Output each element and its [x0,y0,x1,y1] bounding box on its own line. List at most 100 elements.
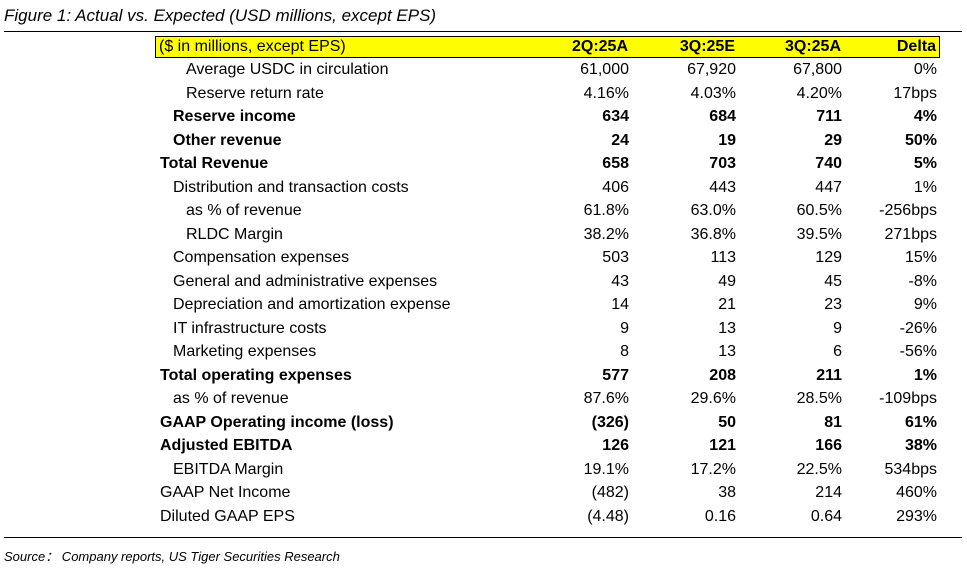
cell-2q25a: 8 [620,343,629,360]
cell-3q25e: 121 [709,437,736,454]
header-2q25a: 2Q:25A [571,38,628,55]
cell-3q25e: 4.03% [690,84,736,102]
cell-2q25a: 43 [611,272,629,290]
row-label: as % of revenue [173,390,289,407]
cell-3q25a: 166 [815,437,842,454]
cell-2q25a: 38.2% [583,225,629,243]
row-label: GAAP Net Income [160,484,291,501]
table-row: Diluted GAAP EPS (4.48) 0.16 0.64 293% [155,505,940,529]
cell-3q25a: 129 [815,249,842,266]
row-label: Reserve return rate [186,84,324,102]
cell-delta: 15% [904,249,937,266]
cell-2q25a: 634 [602,108,629,125]
row-label: RLDC Margin [186,225,283,243]
table-row: as % of revenue 61.8% 63.0% 60.5% -256bp… [155,199,940,223]
cell-3q25a: 0.64 [810,507,842,525]
cell-3q25a: 28.5% [796,390,842,407]
cell-2q25a: 4.16% [583,84,629,102]
cell-2q25a: 87.6% [583,390,629,407]
table-row: GAAP Operating income (loss) (326) 50 81… [155,411,940,435]
cell-3q25a: 6 [833,343,842,360]
cell-3q25a: 214 [815,484,842,501]
row-label: EBITDA Margin [173,460,284,478]
table-row: RLDC Margin 38.2% 36.8% 39.5% 271bps [155,223,940,247]
cell-3q25a: 39.5% [796,225,842,243]
cell-delta: 61% [904,413,937,431]
cell-2q25a: 126 [602,437,629,454]
cell-2q25a: 14 [611,296,629,313]
cell-2q25a: 19.1% [583,460,629,478]
cell-3q25e: 29.6% [690,390,736,407]
cell-2q25a: 503 [602,249,629,266]
cell-2q25a: (482) [591,484,629,501]
cell-3q25e: 684 [709,108,736,125]
cell-3q25e: 50 [718,413,736,431]
row-label: Depreciation and amortization expense [173,296,451,313]
row-label: Total operating expenses [160,366,352,384]
cell-3q25a: 711 [816,108,842,125]
table-row: GAAP Net Income (482) 38 214 460% [155,481,940,505]
table-row: Reserve income 634 684 711 4% [155,105,940,129]
cell-3q25e: 38 [718,484,736,501]
cell-delta: 293% [896,507,937,525]
cell-2q25a: 577 [602,366,629,384]
cell-3q25e: 19 [718,131,736,149]
row-label: as % of revenue [186,202,302,219]
cell-3q25e: 443 [709,178,736,196]
cell-3q25e: 113 [710,249,736,266]
cell-delta: 50% [904,131,937,149]
table-row: Distribution and transaction costs 406 4… [155,176,940,200]
cell-3q25e: 67,920 [687,61,736,78]
header-3q25e: 3Q:25E [679,38,735,55]
cell-3q25e: 49 [718,272,736,290]
row-label: Compensation expenses [173,249,350,266]
cell-2q25a: (326) [591,413,629,431]
cell-3q25e: 17.2% [690,460,736,478]
cell-3q25a: 81 [824,413,842,431]
cell-delta: 534bps [884,460,938,478]
row-label: Average USDC in circulation [186,61,389,78]
figure-title: Figure 1: Actual vs. Expected (USD milli… [4,6,437,25]
source-note: Source： Company reports, US Tiger Securi… [4,549,340,564]
cell-2q25a: 24 [611,131,629,149]
table-row: Other revenue 24 19 29 50% [155,129,940,153]
table-row: General and administrative expenses 43 4… [155,270,940,294]
row-label: Diluted GAAP EPS [160,507,295,525]
cell-2q25a: 406 [602,178,629,196]
cell-3q25a: 22.5% [796,460,842,478]
table-row: Reserve return rate 4.16% 4.03% 4.20% 17… [155,82,940,106]
row-label: General and administrative expenses [173,272,438,290]
cell-delta: 17bps [893,84,937,102]
cell-3q25e: 13 [718,319,736,337]
financial-table: ($ in millions, except EPS) 2Q:25A 3Q:25… [155,36,940,528]
top-rule [4,31,962,32]
cell-3q25e: 13 [718,343,736,360]
cell-3q25a: 45 [824,272,842,290]
header-3q25a: 3Q:25A [784,38,841,55]
row-label: Marketing expenses [173,343,317,360]
cell-delta: 5% [913,155,937,172]
cell-3q25e: 208 [709,366,736,384]
table-row: Compensation expenses 503 113 129 15% [155,246,940,270]
cell-delta: 271bps [884,225,938,243]
cell-delta: 4% [913,108,937,125]
table-row: Average USDC in circulation 61,000 67,92… [155,58,940,82]
cell-3q25a: 4.20% [796,84,842,102]
cell-delta: 1% [913,366,937,384]
cell-3q25a: 23 [824,296,842,313]
cell-delta: 1% [913,178,937,196]
header-delta: Delta [896,38,936,55]
row-label: Total Revenue [160,155,269,172]
cell-delta: 460% [896,484,937,501]
cell-delta: -8% [908,272,937,290]
cell-3q25a: 447 [815,178,842,196]
row-label: Adjusted EBITDA [160,437,293,454]
table-row: Marketing expenses 8 13 6 -56% [155,340,940,364]
cell-2q25a: 9 [620,319,629,337]
cell-3q25a: 740 [815,155,842,172]
table-row: Depreciation and amortization expense 14… [155,293,940,317]
cell-3q25a: 29 [824,131,842,149]
table-row: EBITDA Margin 19.1% 17.2% 22.5% 534bps [155,458,940,482]
cell-delta: 0% [913,61,937,78]
cell-3q25e: 21 [718,296,736,313]
